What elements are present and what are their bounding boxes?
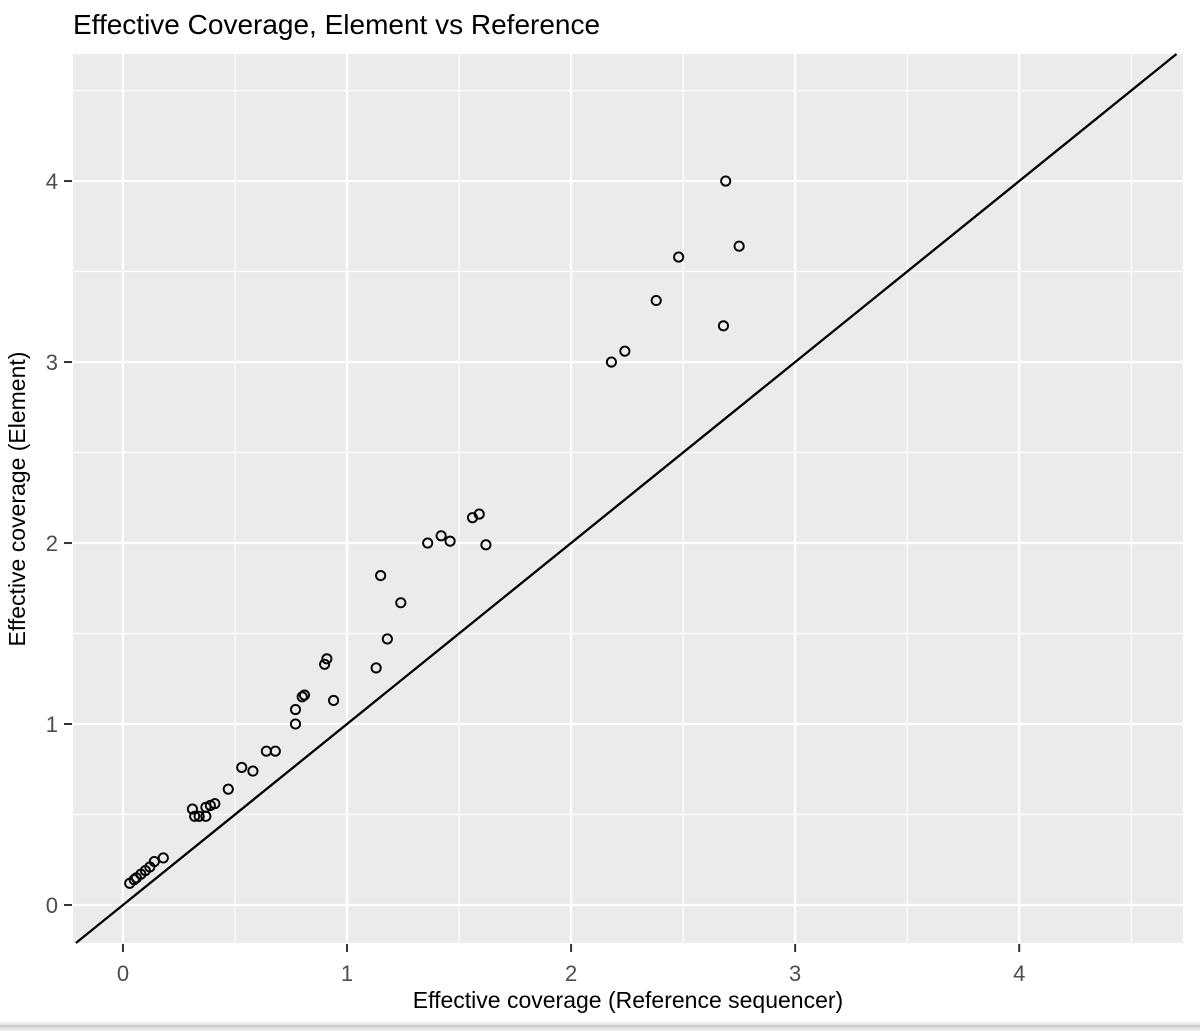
- data-point: [209, 798, 221, 810]
- data-point: [605, 356, 617, 368]
- data-point: [298, 689, 311, 701]
- data-point: [321, 653, 333, 665]
- x-tick-label: 0: [117, 961, 129, 986]
- data-point: [717, 320, 730, 332]
- data-point: [480, 539, 492, 551]
- data-point: [289, 718, 302, 730]
- y-tick-label: 0: [46, 893, 58, 918]
- y-tick-label: 3: [46, 350, 58, 375]
- x-tick-label: 2: [565, 961, 577, 986]
- data-point: [269, 745, 281, 757]
- y-tick-label: 4: [46, 169, 58, 194]
- data-point: [673, 251, 685, 263]
- y-tick-label: 2: [46, 531, 58, 556]
- data-point: [720, 175, 732, 187]
- data-point: [370, 662, 382, 674]
- x-axis-title: Effective coverage (Reference sequencer): [413, 987, 843, 1013]
- data-point: [650, 294, 662, 307]
- data-points-layer: [124, 175, 745, 889]
- data-point: [222, 783, 234, 795]
- data-point: [189, 810, 201, 822]
- data-point: [435, 530, 447, 542]
- data-point: [422, 537, 434, 549]
- x-tick-label: 1: [341, 961, 353, 986]
- data-point: [148, 856, 160, 868]
- data-point: [444, 535, 456, 547]
- data-point: [193, 810, 205, 822]
- data-point: [619, 345, 631, 357]
- data-point: [381, 633, 393, 645]
- data-point: [247, 765, 259, 777]
- data-point: [128, 874, 140, 886]
- data-point: [289, 703, 302, 716]
- data-point: [733, 240, 745, 252]
- data-point: [319, 658, 331, 670]
- axis-ticks-layer: 0 1 2 3 4 0 1 2 3 4: [46, 169, 1026, 986]
- plot-title: Effective Coverage, Element vs Reference: [73, 9, 600, 40]
- x-tick-label: 4: [1013, 961, 1025, 986]
- identity-reference-line: [75, 53, 1178, 944]
- y-tick-label: 1: [46, 712, 58, 737]
- major-gridlines: [73, 54, 1183, 943]
- data-point: [296, 691, 308, 703]
- data-point: [236, 761, 248, 773]
- data-point: [375, 570, 387, 582]
- y-axis-title: Effective coverage (Element): [4, 352, 30, 647]
- data-point: [395, 597, 407, 609]
- data-point: [186, 803, 198, 815]
- data-point: [157, 852, 169, 864]
- data-point: [328, 694, 340, 707]
- data-point: [473, 508, 485, 520]
- window-bottom-edge: [0, 1021, 1200, 1031]
- x-tick-label: 3: [789, 961, 801, 986]
- minor-gridlines: [73, 54, 1183, 943]
